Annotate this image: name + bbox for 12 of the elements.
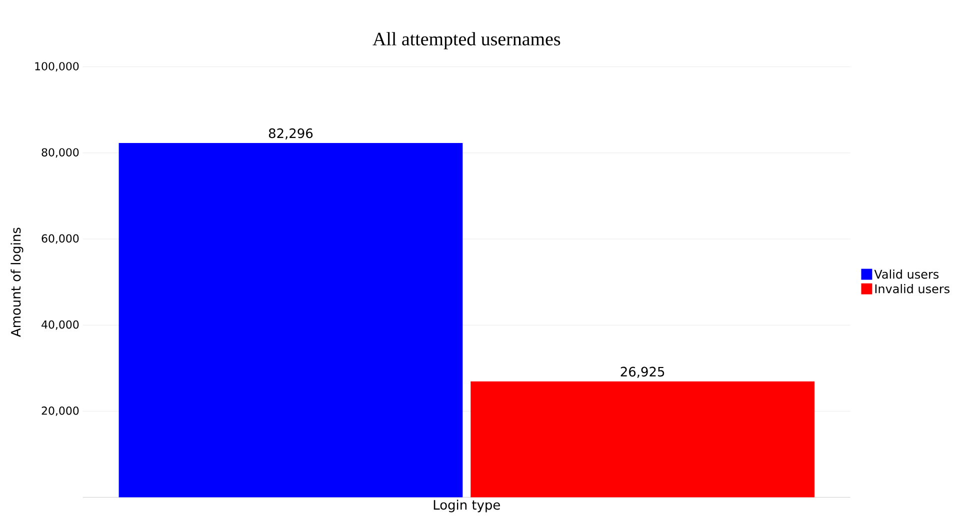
y-tick-label: 60,000	[42, 234, 79, 244]
y-tick-label: 80,000	[42, 148, 79, 158]
y-axis-title: Amount of logins	[10, 228, 24, 337]
x-axis-title: Login type	[434, 500, 500, 512]
chart-title: All attempted usernames	[372, 32, 560, 50]
y-tick-label: 40,000	[42, 320, 79, 330]
legend-label: Invalid users	[875, 284, 950, 294]
y-tick-label: 100,000	[35, 62, 79, 72]
legend-label: Valid users	[874, 269, 939, 279]
data-label: 26,925	[620, 366, 664, 378]
data-label: 82,296	[268, 128, 313, 140]
y-tick-label: 20,000	[42, 406, 79, 416]
